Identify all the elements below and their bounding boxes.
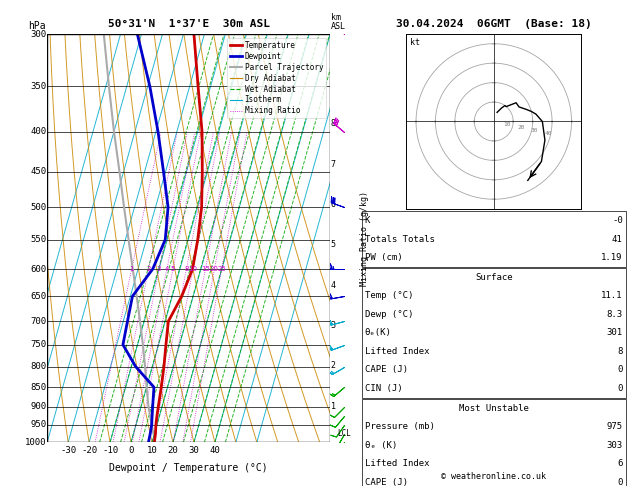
Text: 8: 8 [617,347,623,356]
Text: hPa: hPa [28,20,46,31]
Text: 40: 40 [209,446,220,454]
Text: 3: 3 [157,266,162,272]
Text: 30.04.2024  06GMT  (Base: 18): 30.04.2024 06GMT (Base: 18) [396,19,592,29]
Text: 20: 20 [210,266,219,272]
Text: -30: -30 [60,446,76,454]
Text: Totals Totals: Totals Totals [365,235,435,243]
Text: CIN (J): CIN (J) [365,384,403,393]
Legend: Temperature, Dewpoint, Parcel Trajectory, Dry Adiabat, Wet Adiabat, Isotherm, Mi: Temperature, Dewpoint, Parcel Trajectory… [227,38,326,119]
Text: 1: 1 [130,266,134,272]
Text: 600: 600 [30,264,46,274]
Text: 450: 450 [30,167,46,176]
Text: 5: 5 [331,241,336,249]
Text: CAPE (J): CAPE (J) [365,478,408,486]
Text: Surface: Surface [475,273,513,282]
Text: 303: 303 [606,441,623,450]
Text: 6: 6 [331,200,336,209]
Text: 750: 750 [30,340,46,349]
Text: 650: 650 [30,292,46,301]
Text: 0: 0 [617,365,623,374]
Text: 975: 975 [606,422,623,431]
Text: 11.1: 11.1 [601,292,623,300]
Text: 1: 1 [331,402,336,411]
Text: Mixing Ratio (g/kg): Mixing Ratio (g/kg) [360,191,369,286]
Text: LCL: LCL [337,429,352,438]
Text: 10: 10 [504,122,511,127]
Text: K: K [365,216,370,225]
Text: 400: 400 [30,127,46,136]
Text: -10: -10 [102,446,118,454]
Text: 550: 550 [30,235,46,244]
Text: 4: 4 [331,281,336,290]
Text: 850: 850 [30,382,46,392]
Text: 20: 20 [517,125,525,130]
Text: 500: 500 [30,203,46,212]
Text: 1000: 1000 [25,438,46,447]
Text: 7: 7 [331,160,336,169]
Text: CAPE (J): CAPE (J) [365,365,408,374]
Text: 8.3: 8.3 [606,310,623,319]
Text: 300: 300 [30,30,46,38]
Text: Pressure (mb): Pressure (mb) [365,422,435,431]
Text: Lifted Index: Lifted Index [365,347,430,356]
Text: 700: 700 [30,317,46,326]
Text: Most Unstable: Most Unstable [459,404,529,413]
Text: Dewpoint / Temperature (°C): Dewpoint / Temperature (°C) [109,463,268,472]
Text: 10: 10 [147,446,157,454]
Text: -0: -0 [612,216,623,225]
Text: 800: 800 [30,362,46,371]
Text: 4: 4 [165,266,169,272]
Text: © weatheronline.co.uk: © weatheronline.co.uk [442,472,546,481]
Text: 350: 350 [30,82,46,91]
Text: θₑ (K): θₑ (K) [365,441,397,450]
Text: 10: 10 [189,266,198,272]
Text: 2: 2 [331,362,336,370]
Text: kt: kt [410,38,420,47]
Text: 15: 15 [201,266,210,272]
Text: 8: 8 [184,266,189,272]
Text: 40: 40 [545,131,552,136]
Text: Dewp (°C): Dewp (°C) [365,310,413,319]
Text: 1.19: 1.19 [601,253,623,262]
Text: 3: 3 [331,321,336,330]
Text: 5: 5 [171,266,175,272]
Text: Temp (°C): Temp (°C) [365,292,413,300]
Text: 30: 30 [189,446,199,454]
Text: 30: 30 [531,128,538,133]
Text: 900: 900 [30,402,46,411]
Text: PW (cm): PW (cm) [365,253,403,262]
Text: 41: 41 [612,235,623,243]
Text: 950: 950 [30,420,46,429]
Text: θₑ(K): θₑ(K) [365,329,392,337]
Text: 20: 20 [167,446,179,454]
Text: Lifted Index: Lifted Index [365,459,430,468]
Text: 50°31'N  1°37'E  30m ASL: 50°31'N 1°37'E 30m ASL [108,19,270,29]
Text: 0: 0 [128,446,134,454]
Text: km
ASL: km ASL [331,13,346,31]
Text: 6: 6 [617,459,623,468]
Text: 2: 2 [147,266,151,272]
Text: 25: 25 [217,266,226,272]
Text: 301: 301 [606,329,623,337]
Text: 0: 0 [617,478,623,486]
Text: 8: 8 [331,119,336,128]
Text: 0: 0 [617,384,623,393]
Text: -20: -20 [81,446,97,454]
